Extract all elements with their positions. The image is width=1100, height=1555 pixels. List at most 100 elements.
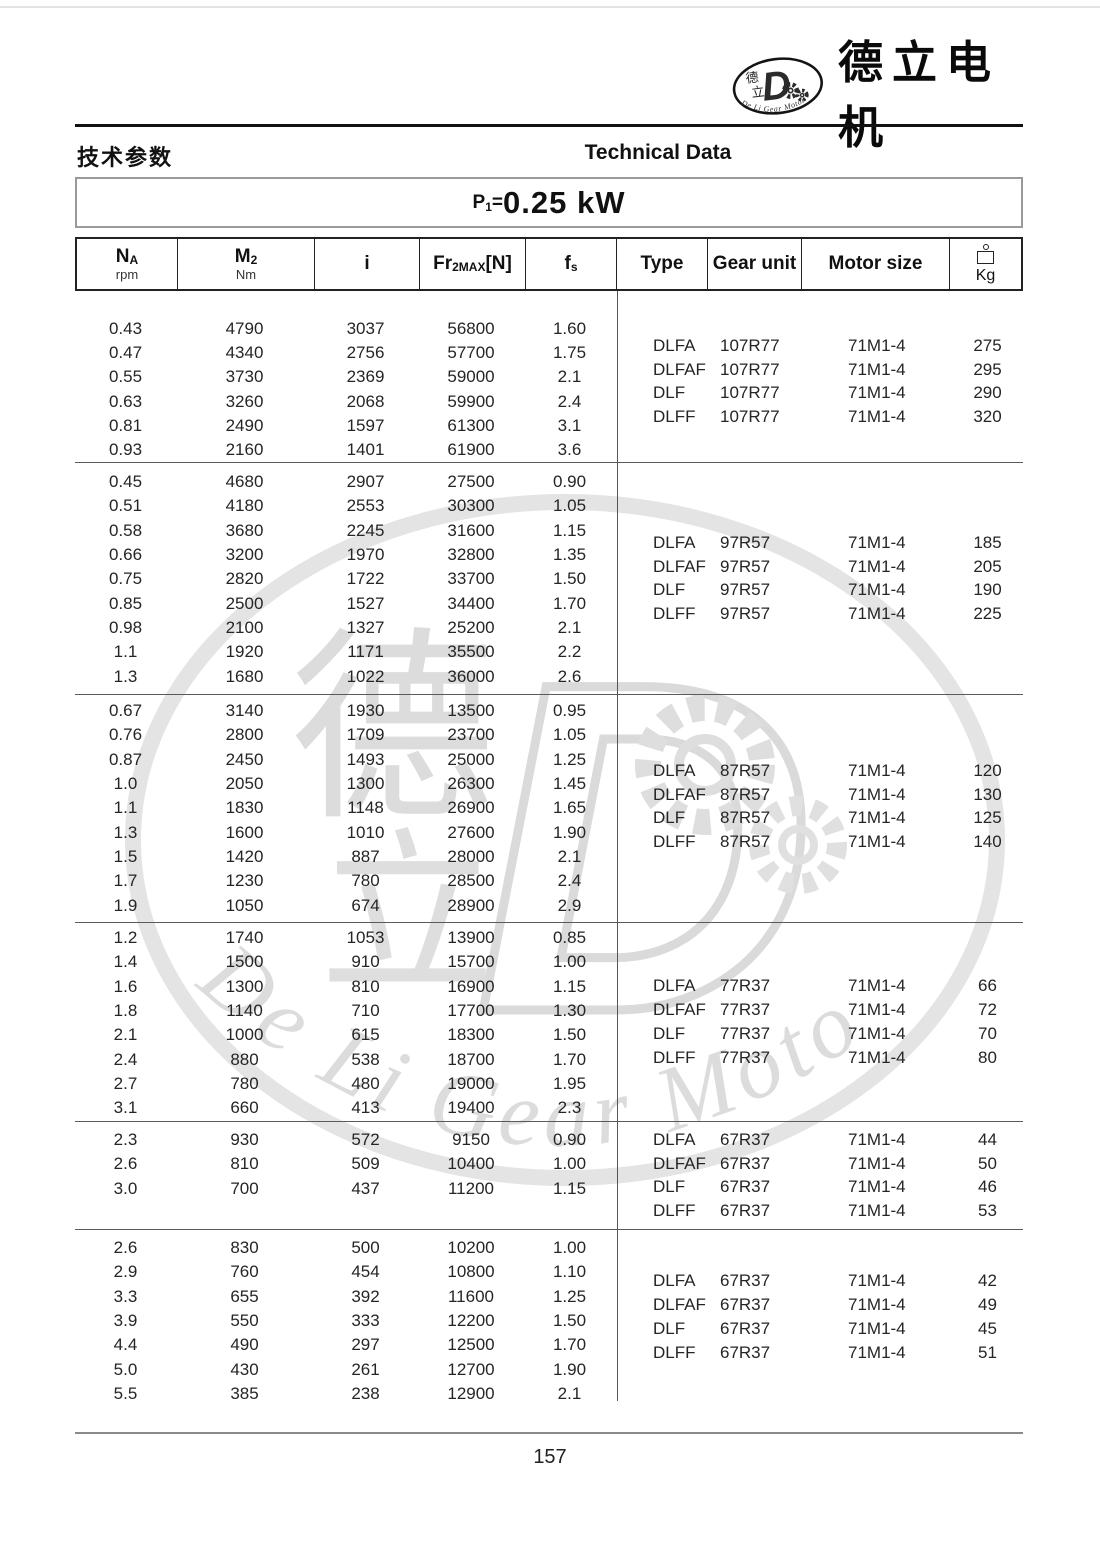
table-row: 0.75 2820 1722 33700 1.50 <box>75 567 615 591</box>
table-cell: 185 <box>973 532 1002 552</box>
table-cell: 13500 <box>447 701 495 721</box>
table-cell: 0.85 <box>108 593 143 613</box>
table-cell: 77R37 <box>720 976 771 996</box>
table-cell: 1327 <box>346 617 385 637</box>
table-row: 1.4 1500 910 15700 1.00 <box>75 950 615 974</box>
page-title-cn: 技术参数 <box>77 145 174 170</box>
table-cell: 261 <box>351 1359 380 1379</box>
table-row: 0.66 3200 1970 32800 1.35 <box>75 543 615 567</box>
type-row: DLF 97R57 71M1-4 190 <box>615 579 1025 603</box>
table-cell: 2.1 <box>557 1383 582 1403</box>
table-cell: 71M1-4 <box>848 1271 906 1291</box>
table-cell: 2800 <box>225 725 264 745</box>
table-cell: 1.15 <box>552 1178 587 1198</box>
table-cell: 1.00 <box>552 952 587 972</box>
table-cell: 2.1 <box>557 617 582 637</box>
table-cell: DLFF <box>653 407 696 427</box>
table-cell: 1.15 <box>552 976 587 996</box>
table-row: 0.51 4180 2553 30300 1.05 <box>75 494 615 518</box>
table-row: 2.3 930 572 9150 0.90 <box>75 1128 615 1152</box>
table-cell: 2245 <box>346 520 385 540</box>
table-cell: 71M1-4 <box>848 976 906 996</box>
table-cell: 1.60 <box>552 319 587 339</box>
table-body: 0.43 4790 3037 56800 1.60 0.47 4340 2756 57700 1.… <box>75 291 1023 1406</box>
table-cell: 15700 <box>447 952 495 972</box>
table-cell: 97R57 <box>720 532 771 552</box>
table-cell: 1.3 <box>113 666 138 686</box>
table-cell: 660 <box>230 1098 259 1118</box>
table-cell: 23700 <box>447 725 495 745</box>
table-cell: 3.6 <box>557 439 582 459</box>
table-row: 2.1 1000 615 18300 1.50 <box>75 1023 615 1047</box>
table-cell: 1140 <box>226 1001 263 1021</box>
page-number: 157 <box>533 1446 567 1468</box>
table-cell: 12700 <box>447 1359 495 1379</box>
table-cell: 66 <box>978 976 997 996</box>
type-row: DLFA 67R37 71M1-4 44 <box>615 1128 1025 1152</box>
table-cell: 1.9 <box>113 895 138 915</box>
table-cell: 72 <box>978 1000 997 1020</box>
table-cell: 0.55 <box>108 367 143 387</box>
table-row: 2.9 760 454 10800 1.10 <box>75 1260 615 1284</box>
table-row: 2.6 830 500 10200 1.00 <box>75 1236 615 1260</box>
table-cell: 538 <box>351 1049 380 1069</box>
col-header-fs: fs <box>526 239 617 289</box>
table-cell: 0.81 <box>108 415 143 435</box>
table-cell: DLF <box>653 1177 686 1197</box>
table-cell: 333 <box>351 1310 380 1330</box>
table-cell: 1300 <box>225 976 264 996</box>
table-cell: 509 <box>351 1154 380 1174</box>
type-row: DLFF 67R37 71M1-4 53 <box>615 1199 1025 1223</box>
table-cell: 2.6 <box>113 1154 138 1174</box>
table-row: 0.93 2160 1401 61900 3.6 <box>75 438 615 462</box>
table-cell: 28500 <box>447 871 495 891</box>
table-cell: 275 <box>973 335 1002 355</box>
table-cell: 11200 <box>447 1178 494 1198</box>
table-cell: 0.66 <box>108 545 143 565</box>
power-rating-box: P1= 0.25 kW <box>75 177 1023 228</box>
table-row: 3.3 655 392 11600 1.25 <box>75 1285 615 1309</box>
table-cell: 1420 <box>225 846 264 866</box>
logo-cn-char-1: 德 <box>745 69 760 85</box>
table-cell: 13900 <box>447 928 495 948</box>
table-cell: 0.67 <box>108 701 143 721</box>
table-cell: 140 <box>973 832 1002 852</box>
logo-d-letter: D <box>759 63 793 110</box>
table-cell: 2.1 <box>557 846 582 866</box>
table-cell: 44 <box>978 1129 997 1149</box>
table-cell: 1597 <box>346 415 385 435</box>
type-row: DLF 67R37 71M1-4 45 <box>615 1317 1025 1341</box>
table-cell: 80 <box>978 1047 997 1067</box>
table-row: 0.85 2500 1527 34400 1.70 <box>75 591 615 615</box>
table-row: 0.55 3730 2369 59000 2.1 <box>75 365 615 389</box>
table-cell: 87R57 <box>720 784 771 804</box>
table-cell: 4790 <box>225 319 264 339</box>
table-cell: 71M1-4 <box>848 1153 906 1173</box>
table-cell: 2.4 <box>557 391 582 411</box>
type-row: DLFA 87R57 71M1-4 120 <box>615 759 1025 783</box>
table-cell: 1.1 <box>113 798 138 818</box>
page-top-edge <box>0 6 1100 8</box>
table-cell: 1.75 <box>552 343 587 363</box>
table-cell: 0.43 <box>108 319 143 339</box>
table-row: 0.58 3680 2245 31600 1.15 <box>75 519 615 543</box>
table-cell: 2.3 <box>557 1098 582 1118</box>
table-cell: 674 <box>351 895 380 915</box>
table-row: 1.2 1740 1053 13900 0.85 <box>75 926 615 950</box>
col-header-motor-size: Motor size <box>802 239 950 289</box>
table-cell: 655 <box>230 1286 259 1306</box>
table-row: 0.45 4680 2907 27500 0.90 <box>75 470 615 494</box>
table-row: 5.0 430 261 12700 1.90 <box>75 1357 615 1381</box>
table-cell: 97R57 <box>720 580 771 600</box>
table-cell: 1.70 <box>552 593 587 613</box>
table-cell: 1.05 <box>552 496 587 516</box>
table-cell: 2.6 <box>557 666 582 686</box>
table-cell: 2.2 <box>557 642 582 662</box>
table-row: 1.8 1140 710 17700 1.30 <box>75 999 615 1023</box>
table-cell: DLFA <box>653 335 696 355</box>
table-cell: 71M1-4 <box>848 1047 906 1067</box>
table-cell: 2068 <box>346 391 385 411</box>
table-cell: 71M1-4 <box>848 832 906 852</box>
type-row: DLFF 77R37 71M1-4 80 <box>615 1046 1025 1070</box>
table-cell: 1.95 <box>552 1073 587 1093</box>
